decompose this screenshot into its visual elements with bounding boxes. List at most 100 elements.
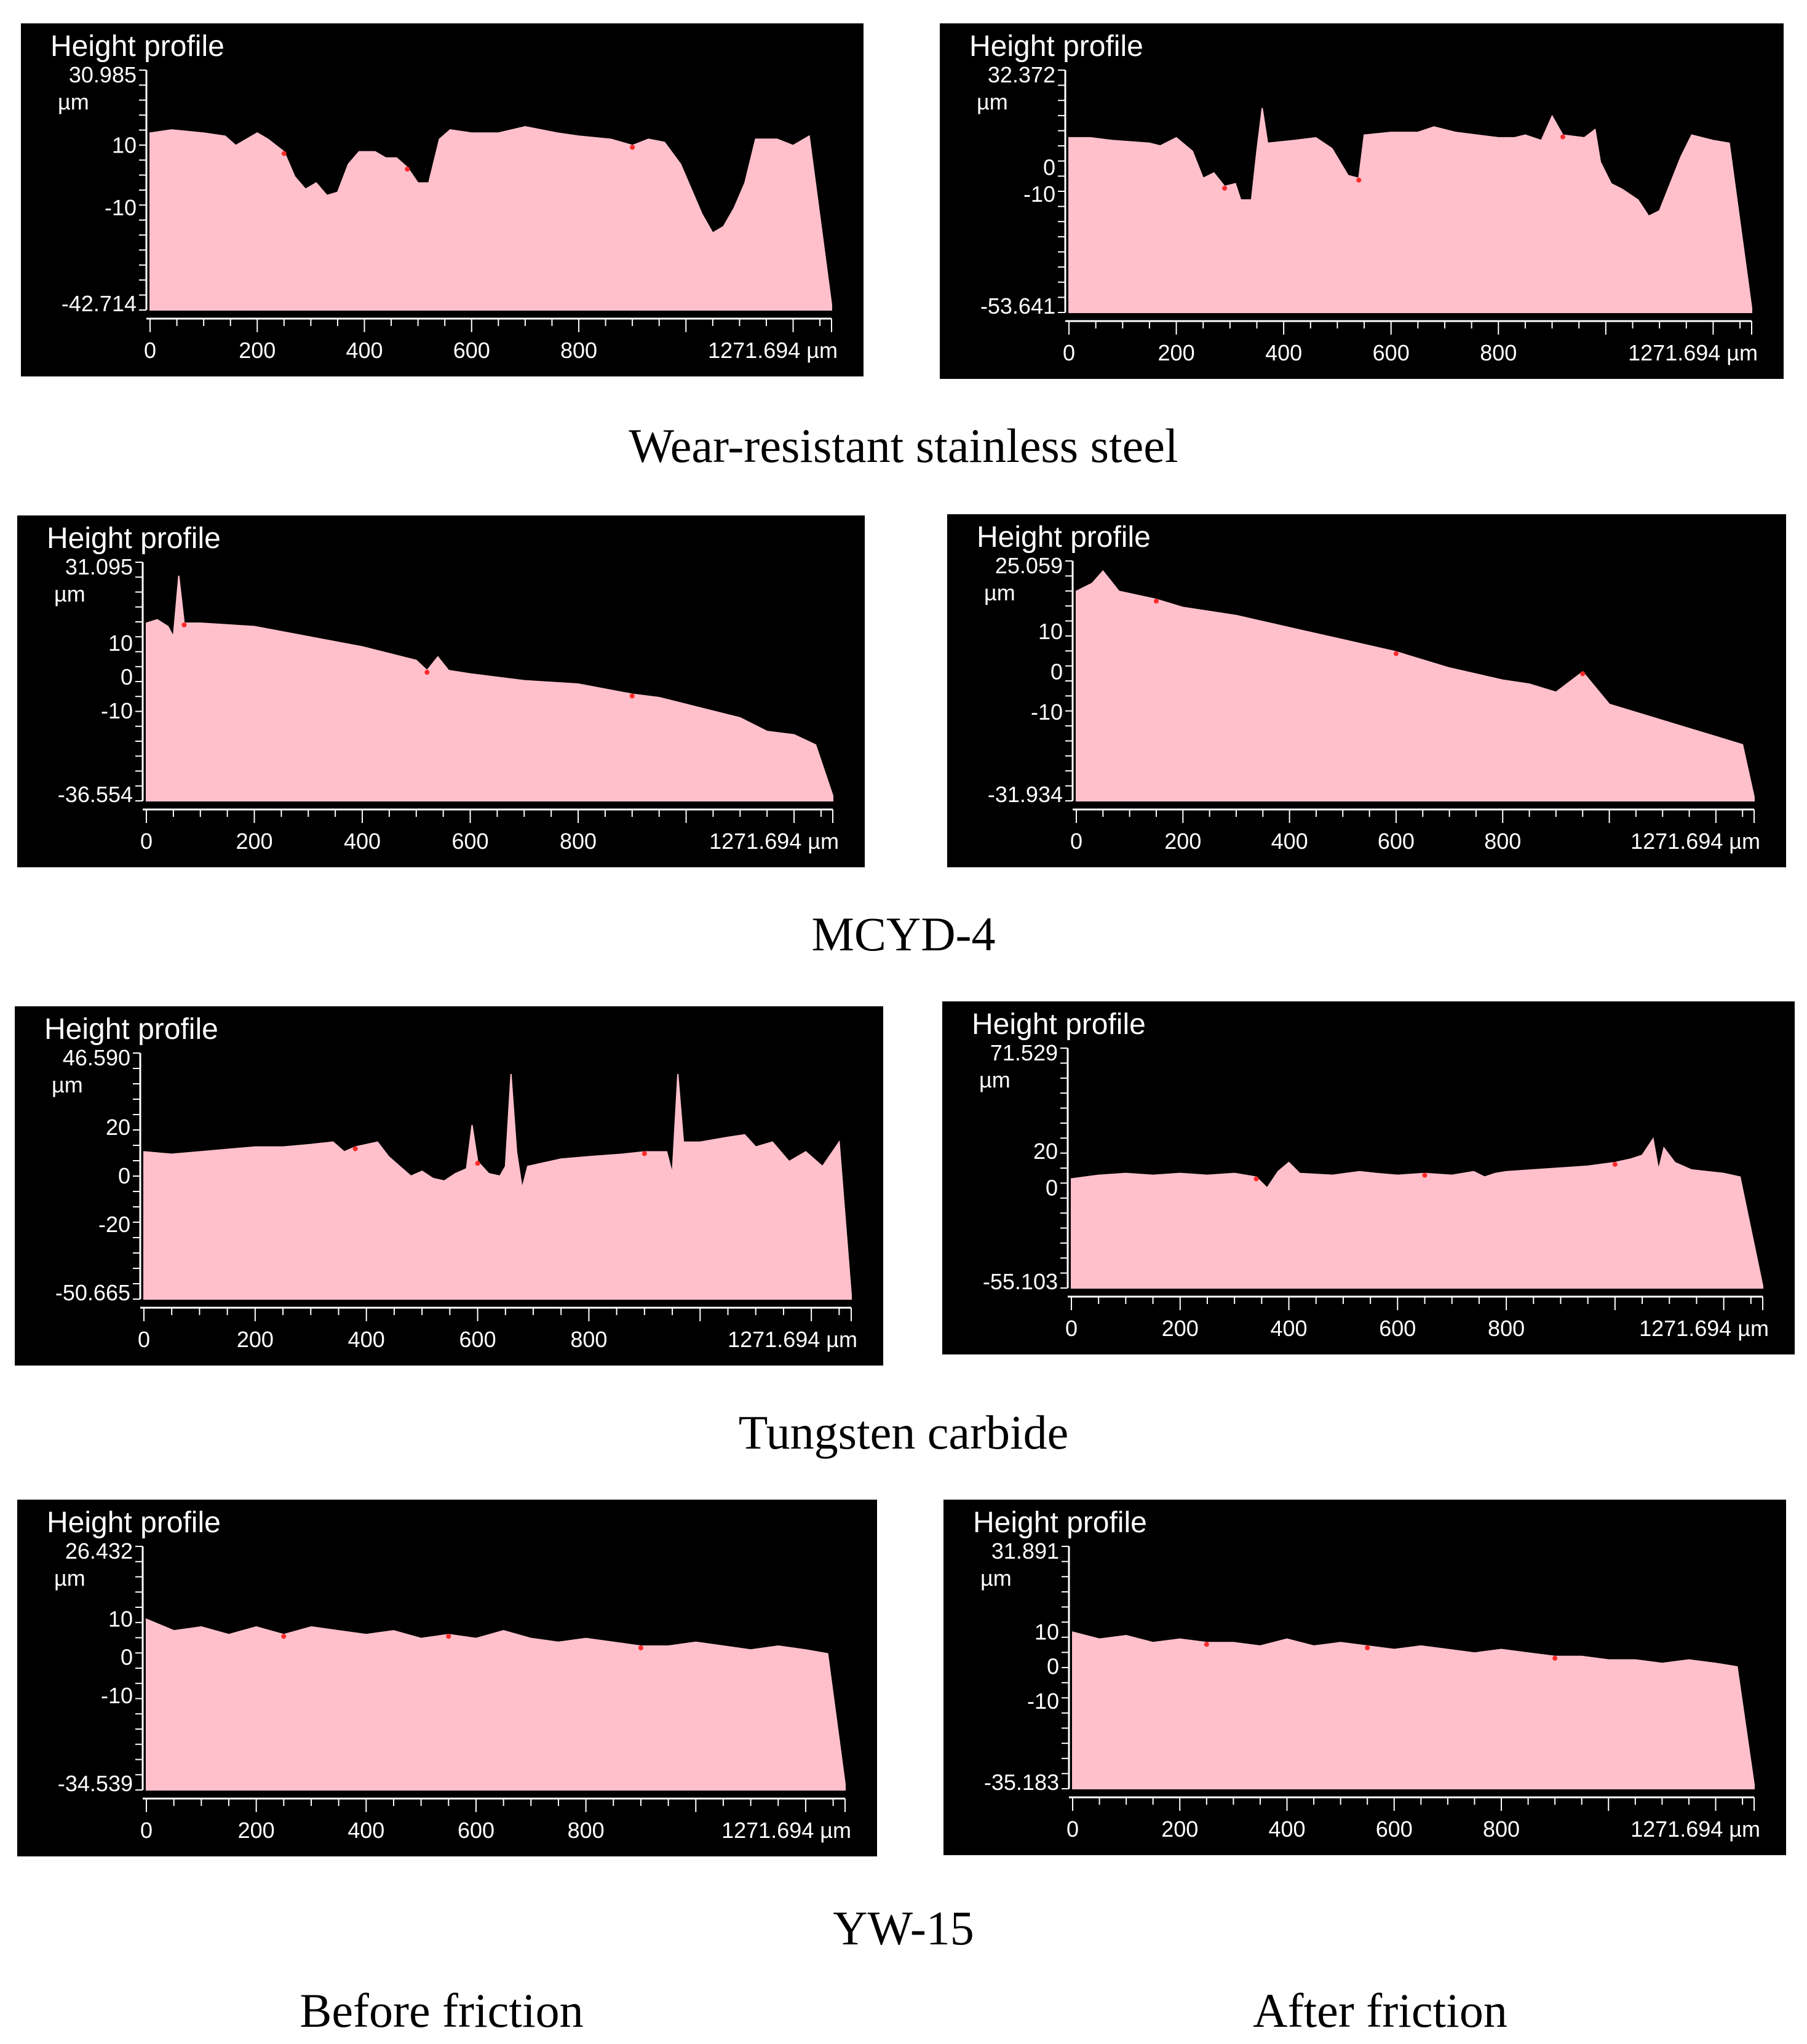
x-tick-label: 0 xyxy=(1063,340,1075,365)
x-tick-label: 400 xyxy=(1271,1316,1308,1341)
surface-marker xyxy=(1365,1645,1370,1650)
x-tick-label: 400 xyxy=(348,1327,385,1352)
y-unit-label: µm xyxy=(54,1565,85,1591)
profile-area xyxy=(1071,1137,1763,1289)
chart-title: Height profile xyxy=(973,1506,1147,1539)
surface-marker xyxy=(629,693,635,699)
x-tick-label: 0 xyxy=(1070,829,1082,854)
surface-marker xyxy=(1356,177,1362,183)
x-tick-label: 0 xyxy=(140,1818,153,1843)
x-tick-label: 0 xyxy=(1066,1816,1079,1842)
y-tick-label: 0 xyxy=(1050,659,1063,684)
x-tick-label: 200 xyxy=(239,338,276,363)
surface-marker xyxy=(1253,1176,1259,1182)
y-unit-label: µm xyxy=(58,89,89,114)
group-caption-stainless: Wear-resistant stainless steel xyxy=(629,419,1178,472)
profile-chart-mcyd4-before: 31.095 µm 10 0 -10 -36.554 0 200 400 600 800 1271.6… xyxy=(17,515,865,867)
y-max-label: 26.432 xyxy=(65,1538,133,1564)
chart-title: Height profile xyxy=(47,522,221,555)
y-tick-label: 10 xyxy=(108,1606,133,1631)
y-tick-label: 0 xyxy=(118,1163,130,1188)
column-caption-before: Before friction xyxy=(300,1984,584,2037)
x-tick-label: 400 xyxy=(1271,829,1308,854)
y-tick-label: 0 xyxy=(1043,154,1055,180)
surface-marker xyxy=(1153,598,1159,604)
y-tick-label: -10 xyxy=(105,195,137,220)
surface-marker xyxy=(405,167,410,172)
y-tick-label: 20 xyxy=(106,1115,130,1140)
surface-marker xyxy=(1204,1642,1209,1647)
x-tick-label: 400 xyxy=(348,1818,384,1843)
x-tick-label: 800 xyxy=(570,1327,607,1352)
x-end-label: 1271.694 µm xyxy=(728,1327,857,1352)
x-tick-label: 800 xyxy=(568,1818,605,1843)
y-min-label: -31.934 xyxy=(988,782,1063,807)
profile-area xyxy=(146,575,833,801)
x-tick-label: 600 xyxy=(1378,829,1415,854)
chart-title: Height profile xyxy=(44,1013,218,1046)
profile-chart-stainless-before: 30.985 µm 10 -10 -42.714 0 200 400 600 800 1271.69… xyxy=(21,23,864,376)
y-min-label: -36.554 xyxy=(58,782,133,807)
profile-chart-yw15-after: 31.891 µm 10 0 -10 -35.183 0 200 400 600 800 1271.6… xyxy=(943,1500,1786,1855)
x-tick-label: 600 xyxy=(1379,1316,1416,1341)
y-unit-label: µm xyxy=(52,1072,83,1097)
y-tick-label: -10 xyxy=(1027,1688,1059,1714)
chart-title: Height profile xyxy=(972,1008,1146,1041)
y-tick-label: -10 xyxy=(101,1683,133,1708)
y-unit-label: µm xyxy=(977,89,1008,114)
y-tick-label: 10 xyxy=(112,132,137,157)
surface-marker xyxy=(281,151,287,156)
x-tick-label: 200 xyxy=(1162,1316,1199,1341)
x-tick-label: 200 xyxy=(238,1818,275,1843)
y-min-label: -50.665 xyxy=(55,1280,130,1305)
surface-marker xyxy=(181,622,187,628)
group-caption-mcyd4: MCYD-4 xyxy=(811,907,996,961)
y-max-label: 46.590 xyxy=(63,1045,130,1070)
chart-title: Height profile xyxy=(969,30,1143,63)
column-caption-after: After friction xyxy=(1253,1984,1507,2037)
x-tick-label: 600 xyxy=(1376,1816,1413,1842)
surface-marker xyxy=(1393,651,1399,656)
x-tick-label: 600 xyxy=(459,1327,496,1352)
y-min-label: -35.183 xyxy=(984,1770,1059,1795)
x-end-label: 1271.694 µm xyxy=(721,1818,851,1843)
surface-marker xyxy=(1560,134,1566,140)
x-end-label: 1271.694 µm xyxy=(709,829,839,854)
y-tick-label: 10 xyxy=(1038,619,1063,644)
x-tick-label: 800 xyxy=(1488,1316,1525,1341)
x-tick-label: 0 xyxy=(140,829,153,854)
chart-title: Height profile xyxy=(977,521,1151,554)
x-end-label: 1271.694 µm xyxy=(1639,1316,1769,1341)
x-tick-label: 200 xyxy=(237,1327,274,1352)
profile-chart-tungsten-after: 71.529 µm 20 0 -55.103 0 200 400 600 800 1271.694 … xyxy=(942,1001,1795,1354)
x-end-label: 1271.694 µm xyxy=(1628,340,1758,365)
chart-title: Height profile xyxy=(47,1506,221,1539)
y-tick-label: 10 xyxy=(1035,1619,1059,1644)
surface-marker xyxy=(1612,1161,1618,1167)
y-tick-label: -10 xyxy=(1031,699,1063,725)
x-tick-label: 400 xyxy=(1268,1816,1305,1842)
y-min-label: -34.539 xyxy=(58,1771,133,1796)
y-min-label: -42.714 xyxy=(62,291,137,316)
x-tick-label: 400 xyxy=(346,338,383,363)
y-tick-label: -20 xyxy=(98,1212,130,1237)
surface-marker xyxy=(281,1634,287,1639)
x-tick-label: 800 xyxy=(560,829,597,854)
surface-marker xyxy=(630,145,635,150)
y-max-label: 30.985 xyxy=(69,62,137,87)
x-tick-label: 600 xyxy=(458,1818,494,1843)
y-unit-label: µm xyxy=(979,1067,1011,1092)
surface-marker xyxy=(1580,671,1586,677)
surface-marker xyxy=(1422,1172,1428,1178)
y-tick-label: 0 xyxy=(1046,1175,1058,1200)
x-tick-label: 800 xyxy=(1483,1816,1520,1842)
x-end-label: 1271.694 µm xyxy=(708,338,838,363)
x-tick-label: 400 xyxy=(344,829,381,854)
x-tick-label: 0 xyxy=(144,338,156,363)
surface-marker xyxy=(638,1645,643,1651)
profile-chart-stainless-after: 32.372 µm 0 -10 -53.641 0 200 400 600 800 1271.694… xyxy=(940,23,1784,379)
x-tick-label: 0 xyxy=(138,1327,150,1352)
group-caption-tungsten: Tungsten carbide xyxy=(738,1406,1069,1459)
